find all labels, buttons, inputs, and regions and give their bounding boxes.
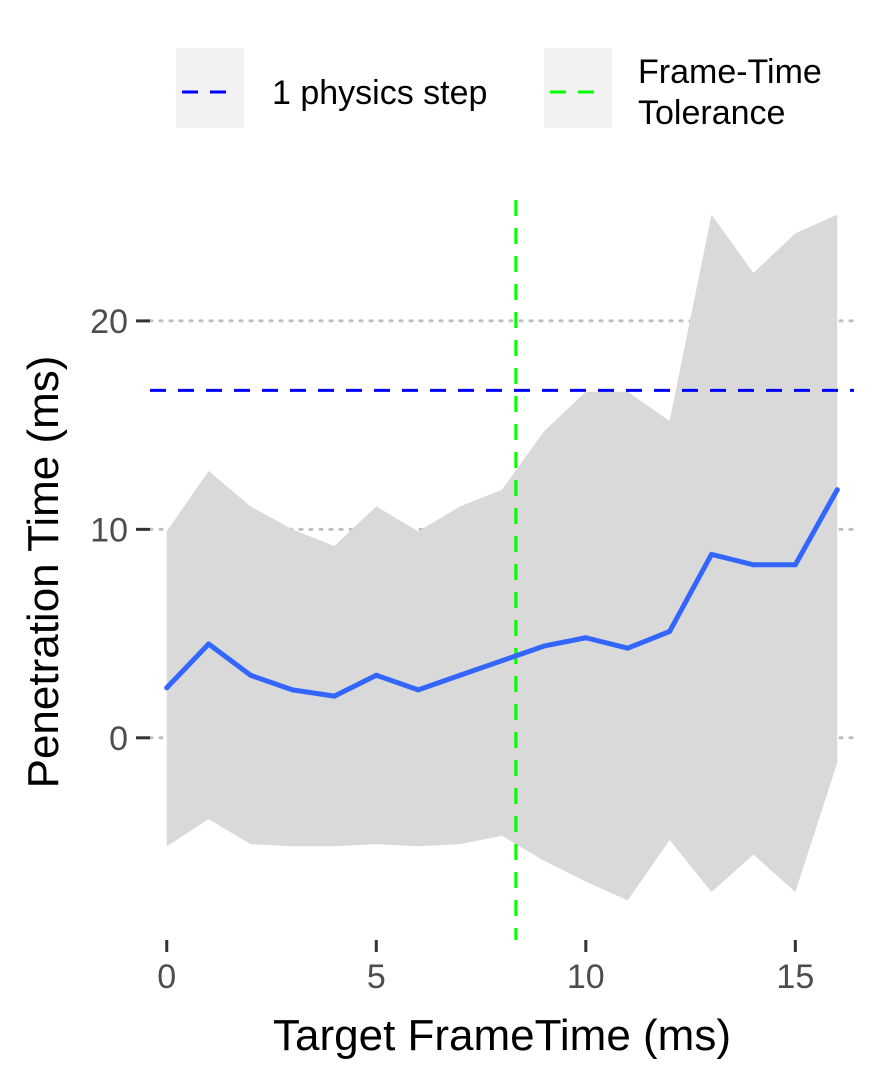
mean-point-0 [164,685,170,691]
x-tick-label-15: 15 [776,958,814,996]
x-tick-label-0: 0 [157,958,176,996]
y-tick-label-20: 20 [90,303,128,341]
x-tick-label-5: 5 [367,958,386,996]
mean-point-7 [457,672,463,678]
mean-point-10 [583,635,589,641]
reference-lines-layer [150,200,854,940]
axes: 0 10 20 0 5 10 15 [90,303,814,996]
legend-key-background [176,48,244,128]
y-axis-title: Penetration Time (ms) [19,356,68,789]
mean-point-11 [625,645,631,651]
mean-point-2 [248,672,254,678]
mean-point-1 [206,641,212,647]
legend-label-line: 1 physics step [272,74,487,112]
mean-point-14 [750,562,756,568]
x-axis-title: Target FrameTime (ms) [273,1011,731,1060]
mean-point-3 [289,687,295,693]
mean-point-16 [834,487,840,493]
mean-point-8 [499,658,505,664]
mean-point-5 [373,672,379,678]
plot-area [148,200,856,940]
legend-key-background [544,48,612,128]
legend-label-line: Frame-Time [638,53,822,91]
series-line-layer [164,487,840,699]
legend-item-1: 1 physics step [176,48,487,128]
y-tick-label-10: 10 [90,511,128,549]
mean-point-6 [415,687,421,693]
mean-point-12 [667,628,673,634]
mean-point-13 [709,551,715,557]
y-tick-label-0: 0 [109,720,128,758]
mean-point-9 [541,643,547,649]
confidence-band [166,214,838,901]
mean-point-4 [331,693,337,699]
confidence-band-layer [166,214,838,901]
legend-label-line: Tolerance [638,94,785,132]
x-tick-label-10: 10 [567,958,605,996]
mean-point-15 [792,562,798,568]
